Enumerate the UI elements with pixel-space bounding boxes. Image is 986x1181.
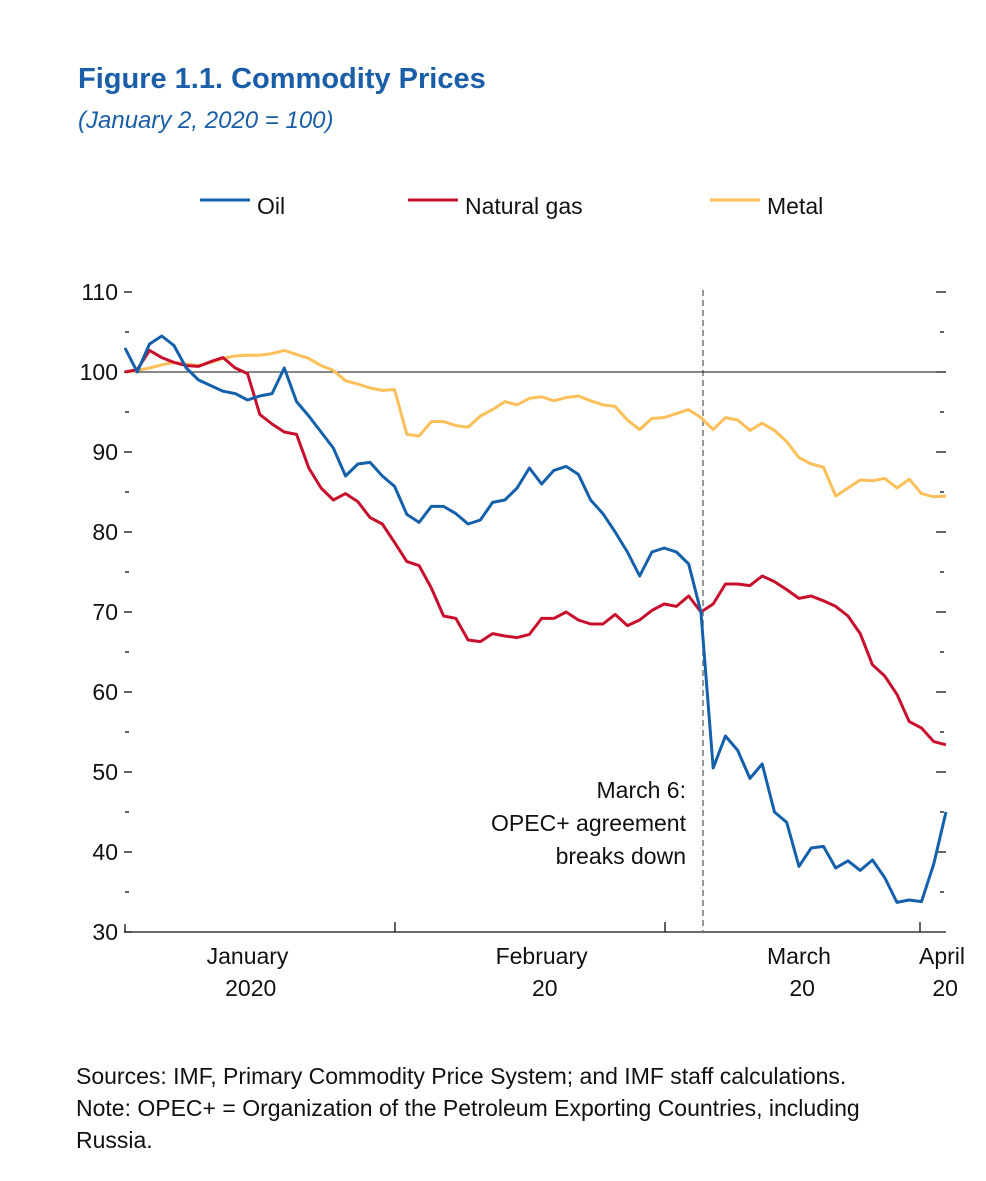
x-tick-label: March 20 <box>767 943 831 1001</box>
legend-label: Natural gas <box>465 193 583 219</box>
chart-title: Figure 1.1. Commodity Prices <box>78 63 486 95</box>
y-tick-label: 50 <box>92 759 118 785</box>
x-tick-label: February 20 <box>496 943 589 1001</box>
series-line <box>124 348 947 499</box>
chart-subtitle: (January 2, 2020 = 100) <box>78 107 334 134</box>
y-tick-label: 60 <box>92 679 118 705</box>
annotation: March 6: <box>597 777 686 803</box>
annotation: OPEC+ agreement <box>491 810 687 836</box>
legend-label: Metal <box>767 193 823 219</box>
x-tick-label: April 20 <box>919 943 965 1001</box>
y-tick-label: 110 <box>81 279 118 305</box>
annotation: breaks down <box>556 843 686 869</box>
y-tick-label: 30 <box>92 919 118 945</box>
series-line <box>123 334 948 904</box>
y-tick-label: 80 <box>92 519 118 545</box>
note: Russia. <box>76 1127 153 1153</box>
y-tick-label: 70 <box>92 599 118 625</box>
note: Sources: IMF, Primary Commodity Price Sy… <box>76 1063 846 1089</box>
y-tick-label: 100 <box>80 359 118 385</box>
series-line <box>124 348 947 747</box>
note: Note: OPEC+ = Organization of the Petrol… <box>76 1095 860 1121</box>
x-tick-label: January 2020 <box>207 943 289 1001</box>
y-tick-label: 90 <box>92 439 118 465</box>
legend-label: Oil <box>257 193 285 219</box>
y-tick-label: 40 <box>92 839 118 865</box>
